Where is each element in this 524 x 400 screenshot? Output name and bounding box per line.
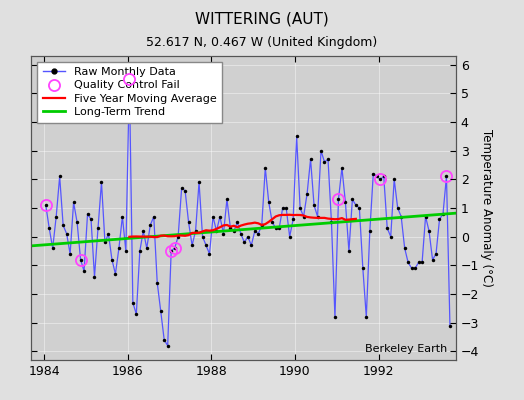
Legend: Raw Monthly Data, Quality Control Fail, Five Year Moving Average, Long-Term Tren: Raw Monthly Data, Quality Control Fail, … bbox=[37, 62, 222, 123]
Text: WITTERING (AUT): WITTERING (AUT) bbox=[195, 12, 329, 27]
Y-axis label: Temperature Anomaly (°C): Temperature Anomaly (°C) bbox=[480, 129, 493, 287]
Text: 52.617 N, 0.467 W (United Kingdom): 52.617 N, 0.467 W (United Kingdom) bbox=[146, 36, 378, 49]
Text: Berkeley Earth: Berkeley Earth bbox=[365, 344, 447, 354]
